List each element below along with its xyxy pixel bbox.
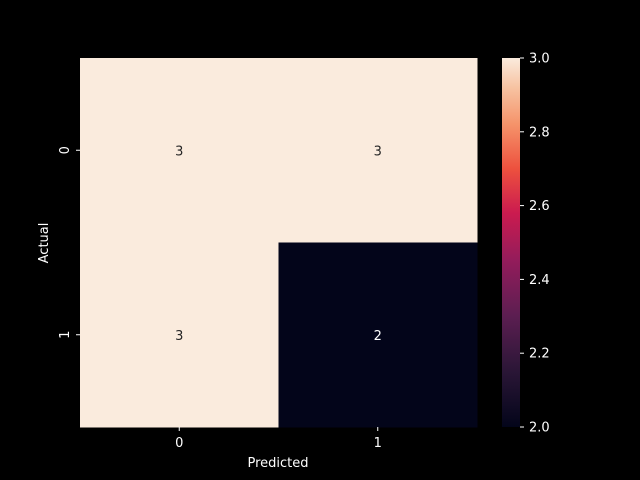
- y-axis-ticks: 01: [58, 146, 80, 339]
- colorbar-tick-label-5: 3.0: [529, 52, 550, 67]
- x-tick-label-1: 1: [374, 436, 382, 451]
- heatmap-cell-0-0: [80, 58, 279, 243]
- heatmap-cell-1-0: [80, 242, 279, 428]
- x-axis-label: Predicted: [247, 456, 308, 471]
- cell-value-label-0-1: 3: [374, 144, 382, 159]
- colorbar-tick-label-4: 2.8: [529, 125, 550, 140]
- x-tick-label-0: 0: [175, 436, 183, 451]
- cell-value-label-0-0: 3: [175, 144, 183, 159]
- y-axis-label: Actual: [37, 223, 52, 264]
- colorbar-tick-label-0: 2.0: [529, 421, 550, 436]
- cell-value-label-1-0: 3: [175, 329, 183, 344]
- heatmap-cell-1-1: [278, 242, 478, 428]
- colorbar: [502, 58, 520, 427]
- colorbar-tick-label-2: 2.4: [529, 273, 550, 288]
- colorbar-ticks: 2.0 2.2 2.4 2.6 2.8 3.0: [520, 52, 550, 436]
- heatmap-cell-0-1: [278, 58, 478, 243]
- heatmap-cells: [80, 58, 478, 428]
- cell-annotations: 3 3 3 2: [175, 144, 382, 344]
- cell-value-label-1-1: 2: [374, 329, 382, 344]
- y-tick-label-1: 1: [58, 331, 73, 339]
- y-tick-label-0: 0: [58, 146, 73, 154]
- colorbar-tick-label-3: 2.6: [529, 199, 550, 214]
- colorbar-tick-label-1: 2.2: [529, 347, 550, 362]
